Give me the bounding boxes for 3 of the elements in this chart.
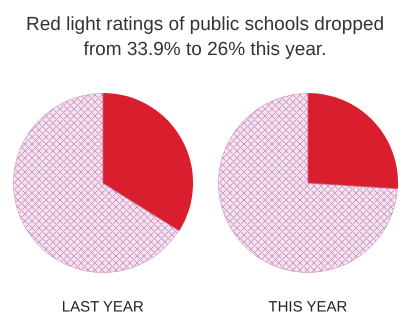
text: THIS YEAR (268, 298, 348, 316)
chart-title: Red light ratings of public schools dropped from 33.9% to 26% this year. (24, 13, 386, 62)
text: LAST YEAR (62, 298, 144, 316)
